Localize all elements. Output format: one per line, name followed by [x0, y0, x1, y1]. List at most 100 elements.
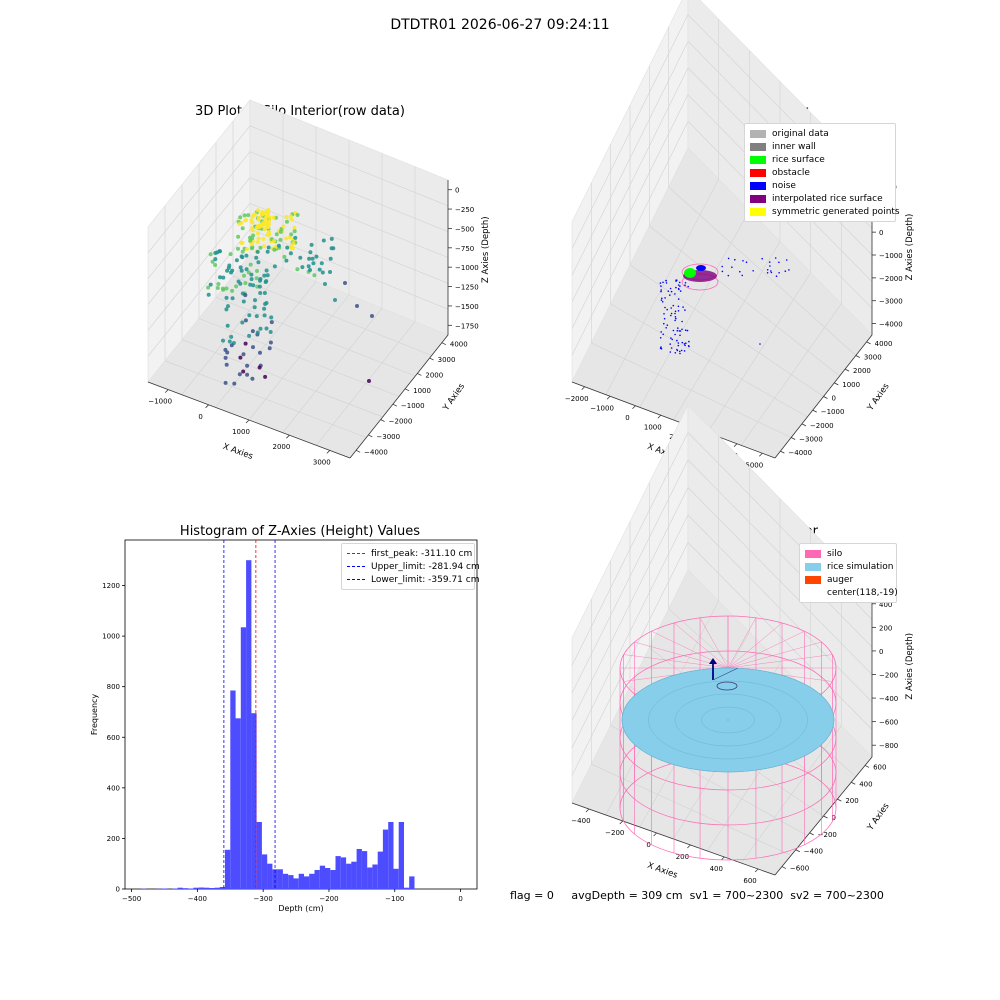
noise-point: [684, 284, 686, 287]
data-point: [245, 372, 250, 377]
data-point: [262, 313, 267, 318]
data-point: [255, 249, 260, 254]
legend-item: original data: [750, 127, 890, 140]
legend-swatch: [750, 168, 766, 177]
data-point: [321, 238, 326, 243]
legend-label: silo: [827, 548, 843, 559]
noise-point: [674, 310, 677, 313]
data-point: [370, 314, 374, 318]
data-point: [250, 226, 255, 231]
silo-strut: [727, 617, 757, 669]
noise-point: [731, 266, 733, 269]
noise-point: [676, 339, 678, 342]
noise-point: [671, 338, 673, 341]
data-point: [288, 251, 293, 256]
z-tick-label: 400: [879, 601, 892, 609]
data-point: [284, 258, 289, 263]
data-point: [307, 256, 312, 261]
legend-line: [347, 566, 365, 567]
x-tick: [245, 419, 250, 424]
legend-item: rice simulation: [805, 560, 893, 573]
noise-point: [734, 258, 736, 261]
noise-point: [674, 333, 676, 336]
data-point: [229, 334, 234, 339]
data-point: [265, 249, 270, 254]
legend-item: first_peak: -311.10 cm: [347, 547, 472, 560]
y-tick-label: 4000: [450, 341, 468, 349]
y-tick-label: 400: [107, 784, 120, 792]
x-axis-label: X Axies: [221, 442, 254, 462]
data-point: [265, 232, 270, 237]
histogram-bar: [209, 888, 215, 889]
x-tick: [733, 443, 738, 448]
noise-point: [663, 317, 666, 320]
data-point: [293, 235, 298, 240]
rice-mesh-line: [674, 693, 782, 747]
legend-swatch: [805, 562, 821, 571]
noise-point: [766, 272, 769, 274]
data-point: [319, 261, 324, 266]
z-tick-label: 0: [455, 187, 459, 195]
data-point: [229, 343, 234, 348]
noise-point: [681, 328, 683, 331]
legend-line: [347, 579, 365, 580]
histogram-bar: [404, 887, 410, 889]
data-point: [329, 236, 334, 241]
data-point: [290, 246, 295, 251]
legend-swatch: [750, 129, 766, 138]
x-tick: [632, 405, 636, 410]
data-point: [254, 255, 259, 260]
center-marker: [716, 681, 738, 691]
x-tick: [326, 450, 331, 454]
noise-point: [684, 329, 687, 332]
noise-point: [669, 287, 672, 290]
silo-strut: [727, 622, 783, 669]
noise-point: [778, 272, 780, 274]
data-point: [230, 288, 235, 293]
noise-point: [669, 343, 671, 345]
data-point: [258, 224, 262, 229]
noise-point: [768, 261, 771, 263]
data-point: [213, 263, 218, 267]
data-point: [308, 268, 312, 272]
data-point: [328, 256, 333, 261]
data-point: [244, 267, 249, 272]
noise-point: [660, 299, 663, 301]
noise-point: [674, 312, 676, 315]
data-point: [240, 255, 245, 260]
y-tick: [781, 866, 787, 869]
data-point: [221, 287, 226, 292]
data-point: [262, 306, 267, 311]
data-point: [206, 292, 211, 297]
y-tick-label: −600: [790, 865, 809, 873]
data-point: [276, 243, 281, 248]
x-tick: [606, 395, 611, 400]
status-sv1: sv1 = 700~2300: [689, 889, 784, 902]
y-tick-label: −200: [818, 831, 837, 839]
y-tick-label: −2000: [389, 418, 413, 426]
noise-point: [678, 330, 681, 332]
data-point: [251, 345, 255, 350]
histogram-bar: [361, 851, 368, 889]
rice-mesh-line: [621, 667, 835, 773]
noise-point: [677, 327, 679, 329]
data-point: [343, 281, 347, 285]
legend-item: rice surface: [750, 153, 890, 166]
noise-point: [770, 270, 772, 272]
data-point: [224, 362, 229, 367]
y-tick: [866, 341, 871, 345]
status-line: flag = 0 avgDepth = 309 cm sv1 = 700~230…: [510, 889, 884, 902]
data-point: [285, 219, 289, 224]
data-point: [355, 304, 359, 308]
data-point: [249, 242, 254, 247]
histogram-bar: [272, 869, 278, 889]
legend-item: obstacle: [750, 166, 890, 179]
histogram-bar: [235, 718, 241, 889]
y-tick-label: 200: [845, 797, 858, 805]
noise-point: [661, 301, 664, 303]
rice-surface: [621, 667, 835, 773]
z-tick-label: 200: [879, 624, 892, 632]
noise-point: [676, 279, 678, 282]
data-point: [272, 247, 277, 252]
noise-point: [678, 281, 681, 284]
